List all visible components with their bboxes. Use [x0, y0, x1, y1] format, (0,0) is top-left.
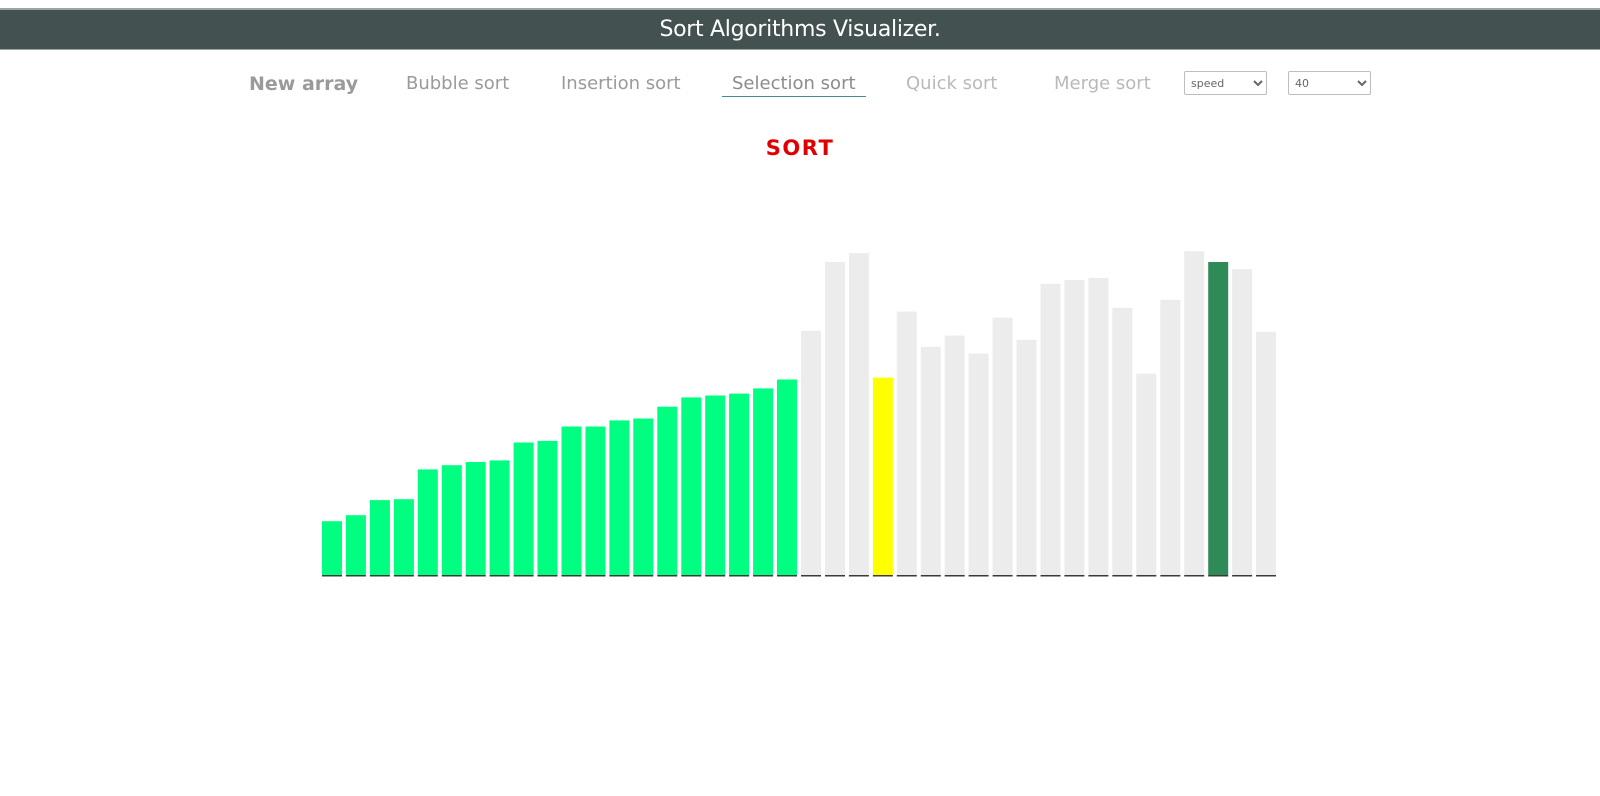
bar-unsorted — [848, 253, 869, 575]
bar-baseline — [393, 575, 414, 577]
bar-unsorted — [1088, 278, 1109, 575]
bar-sorted — [537, 440, 558, 575]
bar-sorted — [705, 395, 726, 575]
bar-baseline — [561, 575, 582, 577]
bar-sorted — [729, 393, 750, 575]
bar-baseline — [585, 575, 606, 577]
bar-baseline — [681, 575, 702, 577]
bar-sorted — [393, 499, 414, 575]
bar-unsorted — [1256, 331, 1276, 575]
bar-unsorted — [1040, 283, 1061, 575]
bar-baseline — [1232, 575, 1253, 577]
bar-unsorted — [1136, 373, 1157, 575]
bar-sorted — [513, 442, 534, 575]
merge-sort-button[interactable]: Merge sort — [1054, 73, 1151, 94]
bar-baseline — [441, 575, 462, 577]
bar-sorted — [441, 465, 462, 575]
bar-sorted — [633, 418, 654, 575]
bar-sorted — [657, 406, 678, 575]
bar-baseline — [513, 575, 534, 577]
bar-baseline — [1112, 575, 1133, 577]
bar-sorted — [465, 462, 486, 575]
bar-unsorted — [920, 346, 941, 575]
bar-baseline — [896, 575, 917, 577]
bar-baseline — [920, 575, 941, 577]
array-size-select[interactable]: 40 — [1288, 71, 1371, 95]
bar-baseline — [417, 575, 438, 577]
app-header: Sort Algorithms Visualizer. — [0, 8, 1600, 50]
bar-sorted — [345, 515, 366, 575]
bar-current — [872, 377, 893, 575]
bar-unsorted — [1160, 299, 1181, 575]
top-border — [0, 0, 1600, 8]
bar-unsorted — [801, 330, 821, 575]
bar-baseline — [944, 575, 965, 577]
bar-sorted — [609, 420, 630, 575]
bar-baseline — [801, 575, 821, 577]
bar-sorted — [561, 426, 582, 575]
bar-baseline — [705, 575, 726, 577]
app-title: Sort Algorithms Visualizer. — [659, 17, 941, 42]
bar-sorted — [585, 426, 606, 575]
bar-baseline — [537, 575, 558, 577]
bar-unsorted — [992, 317, 1013, 575]
bar-baseline — [777, 575, 797, 577]
bar-baseline — [753, 575, 774, 577]
bar-unsorted — [944, 335, 965, 575]
bar-unsorted — [968, 353, 989, 575]
bar-baseline — [968, 575, 989, 577]
bar-sorted — [753, 388, 774, 575]
bar-baseline — [322, 575, 342, 577]
bar-baseline — [1184, 575, 1205, 577]
bar-baseline — [1136, 575, 1157, 577]
bar-baseline — [489, 575, 510, 577]
bar-sorted — [322, 521, 342, 575]
bar-sorted — [681, 397, 702, 575]
bar-baseline — [1016, 575, 1037, 577]
bar-baseline — [729, 575, 750, 577]
bar-unsorted — [896, 311, 917, 575]
bubble-sort-button[interactable]: Bubble sort — [406, 73, 510, 94]
bar-baseline — [848, 575, 869, 577]
bar-baseline — [345, 575, 366, 577]
bar-sorted — [489, 460, 510, 575]
bar-baseline — [1160, 575, 1181, 577]
bar-unsorted — [1112, 307, 1133, 575]
bar-unsorted — [825, 262, 845, 575]
bar-sorted — [777, 379, 797, 575]
bar-baseline — [657, 575, 678, 577]
bar-baseline — [369, 575, 390, 577]
bar-baseline — [465, 575, 486, 577]
speed-select[interactable]: speed — [1184, 71, 1267, 95]
bar-unsorted — [1064, 280, 1085, 575]
insertion-sort-button[interactable]: Insertion sort — [561, 73, 681, 94]
bar-baseline — [1208, 575, 1229, 577]
bar-unsorted — [1016, 339, 1037, 575]
bar-baseline — [1040, 575, 1061, 577]
bar-unsorted — [1184, 251, 1205, 575]
bar-baseline — [825, 575, 845, 577]
bar-baseline — [633, 575, 654, 577]
new-array-button[interactable]: New array — [249, 73, 359, 95]
selection-sort-button[interactable]: Selection sort — [722, 73, 866, 97]
bar-sorted — [369, 500, 390, 575]
bar-baseline — [992, 575, 1013, 577]
bar-baseline — [1256, 575, 1276, 577]
bar-minimum — [1208, 262, 1229, 575]
quick-sort-button[interactable]: Quick sort — [906, 73, 998, 94]
bar-sorted — [417, 469, 438, 575]
bar-baseline — [1088, 575, 1109, 577]
sort-button[interactable]: SORT — [765, 136, 835, 160]
bar-baseline — [609, 575, 630, 577]
bar-unsorted — [1232, 269, 1253, 575]
bar-baseline — [1064, 575, 1085, 577]
toolbar: New array Bubble sort Insertion sort Sel… — [0, 66, 1600, 102]
bar-baseline — [872, 575, 893, 577]
